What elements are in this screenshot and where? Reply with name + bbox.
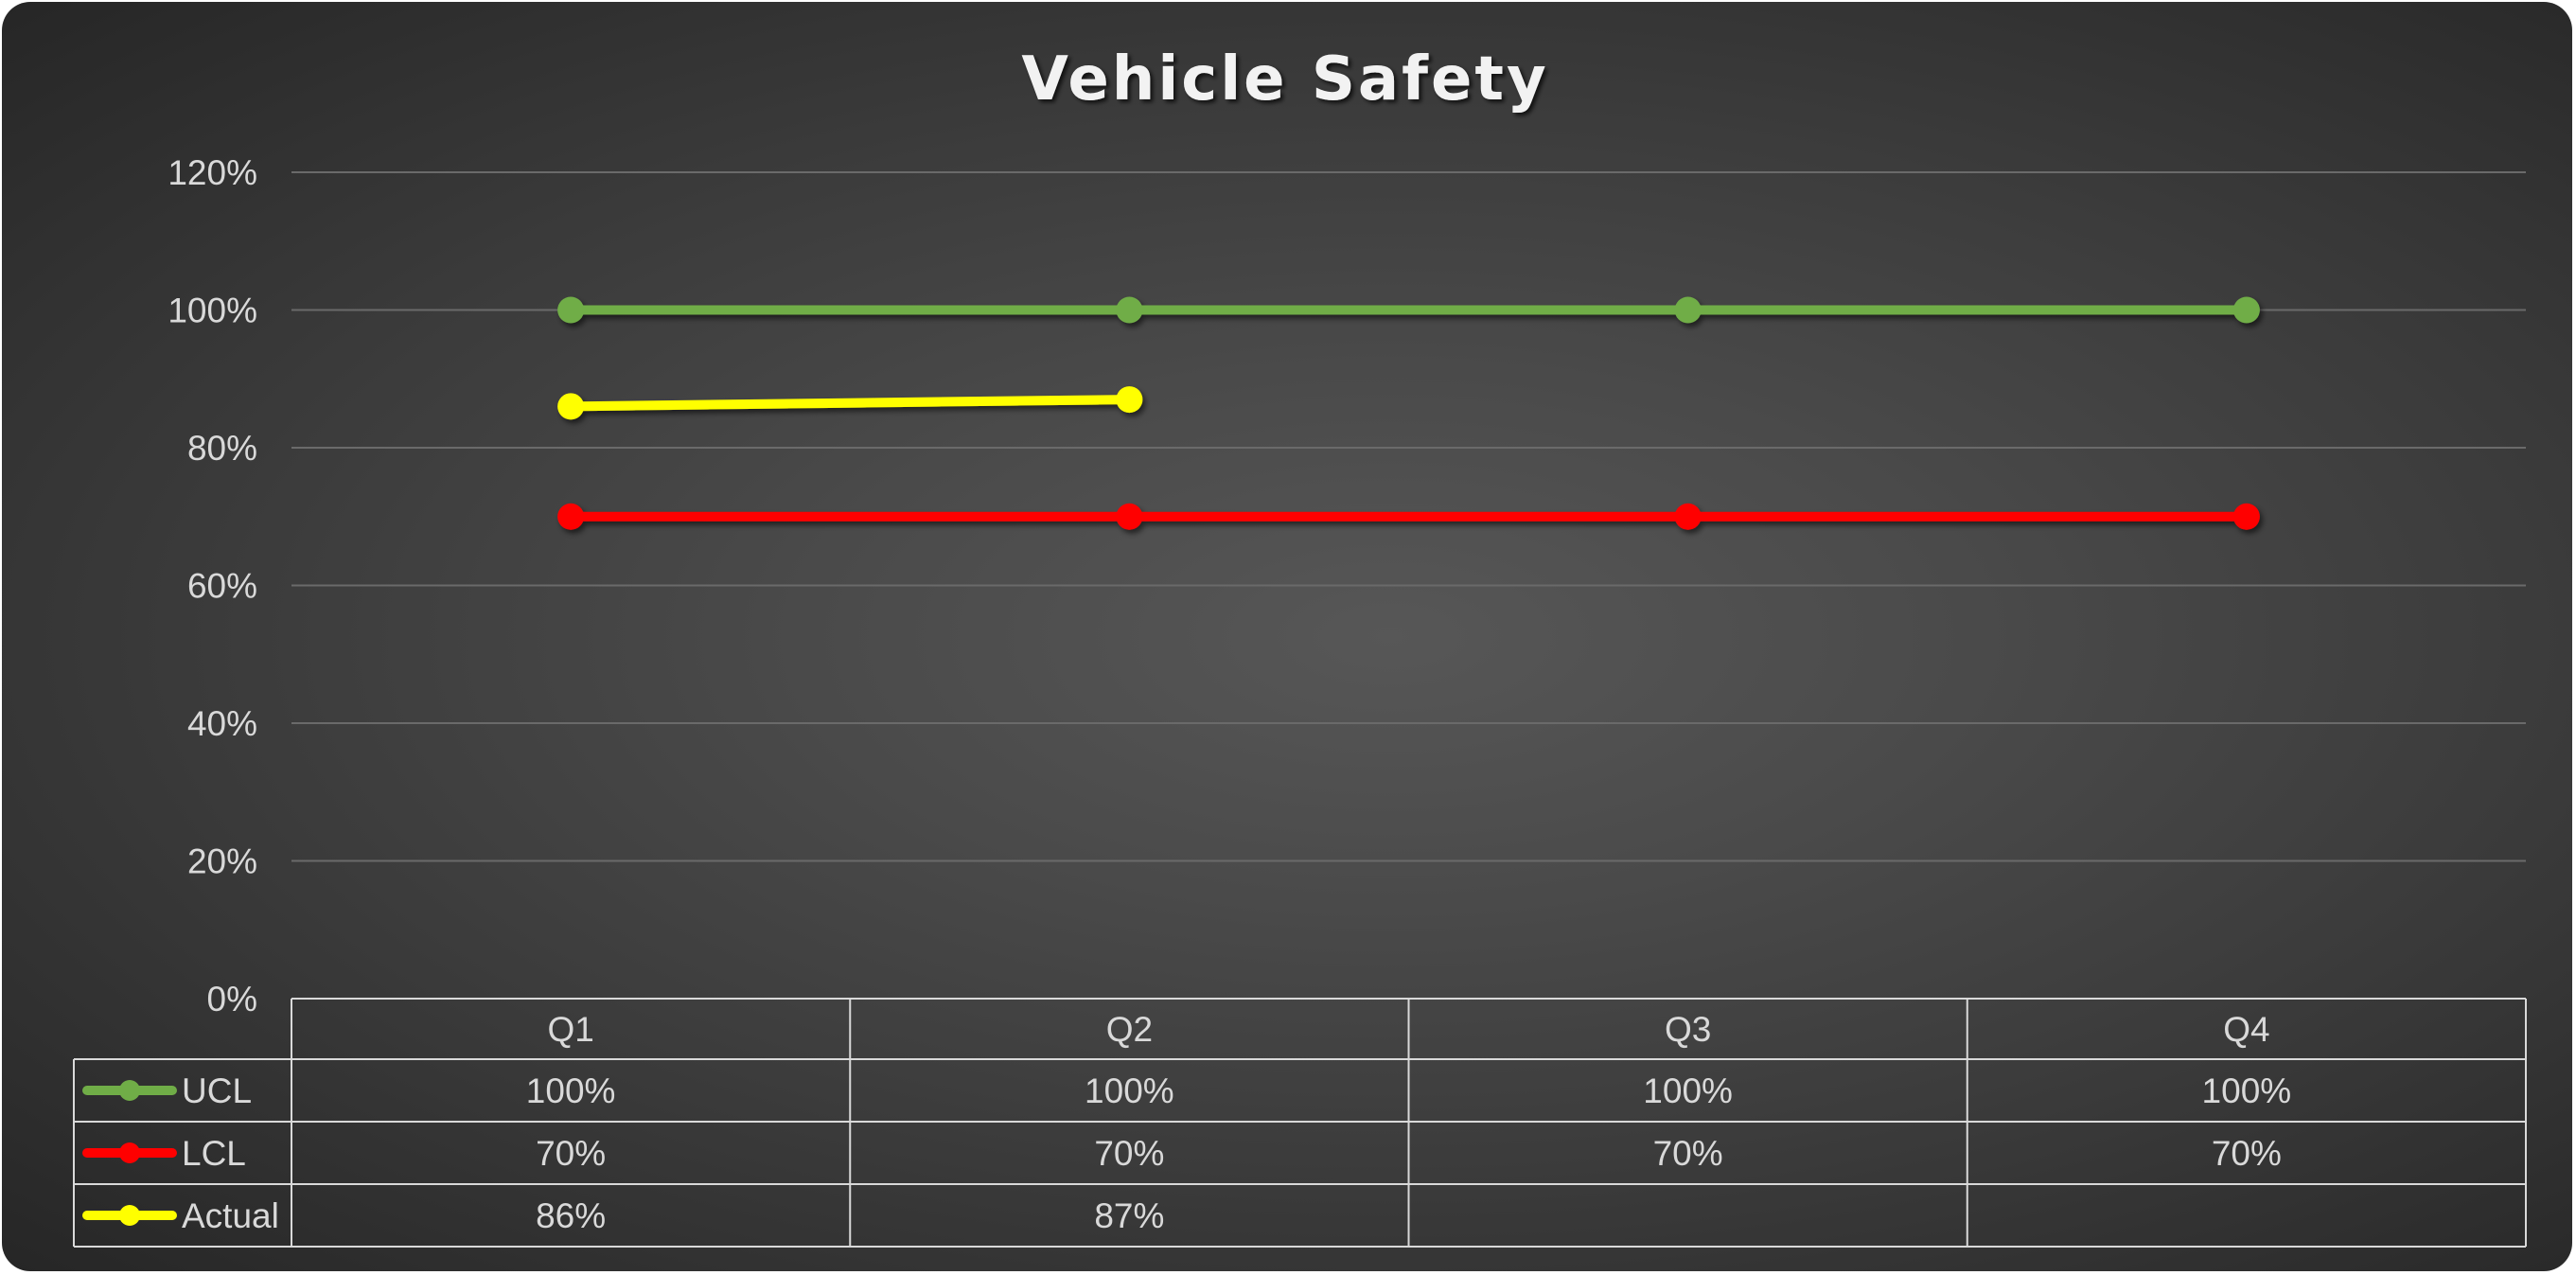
series-name-label: LCL	[182, 1134, 246, 1173]
legend-key-marker	[119, 1205, 140, 1226]
data-label: 86%	[536, 1196, 606, 1235]
chart-title: Vehicle Safety	[1021, 44, 1548, 115]
series-name-label: UCL	[182, 1071, 252, 1110]
series-actual	[557, 386, 1143, 420]
y-tick-label: 20%	[187, 842, 257, 881]
series-ucl	[557, 296, 2260, 324]
series-line	[566, 395, 1135, 412]
data-label: 70%	[1653, 1134, 1723, 1173]
category-label: Q2	[1106, 1010, 1153, 1049]
data-point	[1116, 296, 1143, 324]
data-point	[1116, 503, 1143, 530]
category-label: Q4	[2223, 1010, 2269, 1049]
data-label: 100%	[1085, 1071, 1174, 1110]
data-label: 100%	[2202, 1071, 2292, 1110]
legend-key-marker	[119, 1142, 140, 1163]
y-tick-label: 120%	[168, 153, 257, 192]
data-table: Q1 Q2 Q3 Q4 UCL 100% 100% 100% 100% LCL 70% 70% 70% 7…	[73, 998, 2527, 1248]
legend-key-lcl	[82, 1142, 177, 1163]
y-tick-label: 0%	[207, 980, 257, 1018]
data-point	[557, 393, 585, 420]
y-axis-tick-labels: 0% 20% 40% 60% 80% 100% 120%	[168, 153, 257, 1018]
legend-key-ucl	[82, 1080, 177, 1101]
category-label: Q1	[547, 1010, 593, 1049]
data-label: 70%	[2212, 1134, 2282, 1173]
data-point	[1674, 503, 1702, 530]
category-label: Q3	[1665, 1010, 1711, 1049]
legend-key-marker	[119, 1080, 140, 1101]
y-tick-label: 60%	[187, 567, 257, 606]
data-point	[1116, 386, 1143, 414]
data-point	[557, 503, 585, 530]
data-label: 87%	[1094, 1196, 1164, 1235]
data-point	[2232, 503, 2260, 530]
data-point	[557, 296, 585, 324]
data-label: 100%	[526, 1071, 616, 1110]
series-lcl	[557, 503, 2260, 530]
legend-key-actual	[82, 1205, 177, 1226]
y-tick-label: 100%	[168, 292, 257, 330]
y-tick-label: 40%	[187, 704, 257, 743]
data-label: 70%	[536, 1134, 606, 1173]
data-label: 70%	[1094, 1134, 1164, 1173]
series-lines	[557, 296, 2260, 530]
series-name-label: Actual	[182, 1196, 279, 1235]
data-point	[1674, 296, 1702, 324]
y-tick-label: 80%	[187, 429, 257, 468]
data-point	[2232, 296, 2260, 324]
data-label: 100%	[1643, 1071, 1733, 1110]
